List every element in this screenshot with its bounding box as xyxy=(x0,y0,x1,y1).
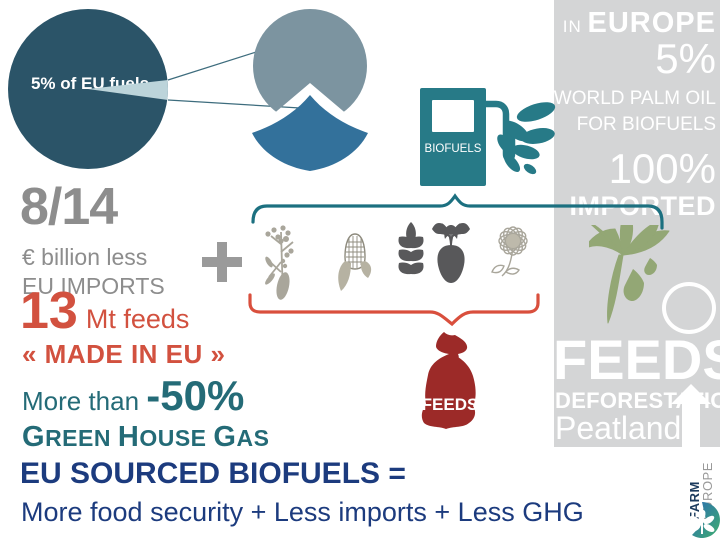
svg-text:FEEDS: FEEDS xyxy=(422,395,479,414)
